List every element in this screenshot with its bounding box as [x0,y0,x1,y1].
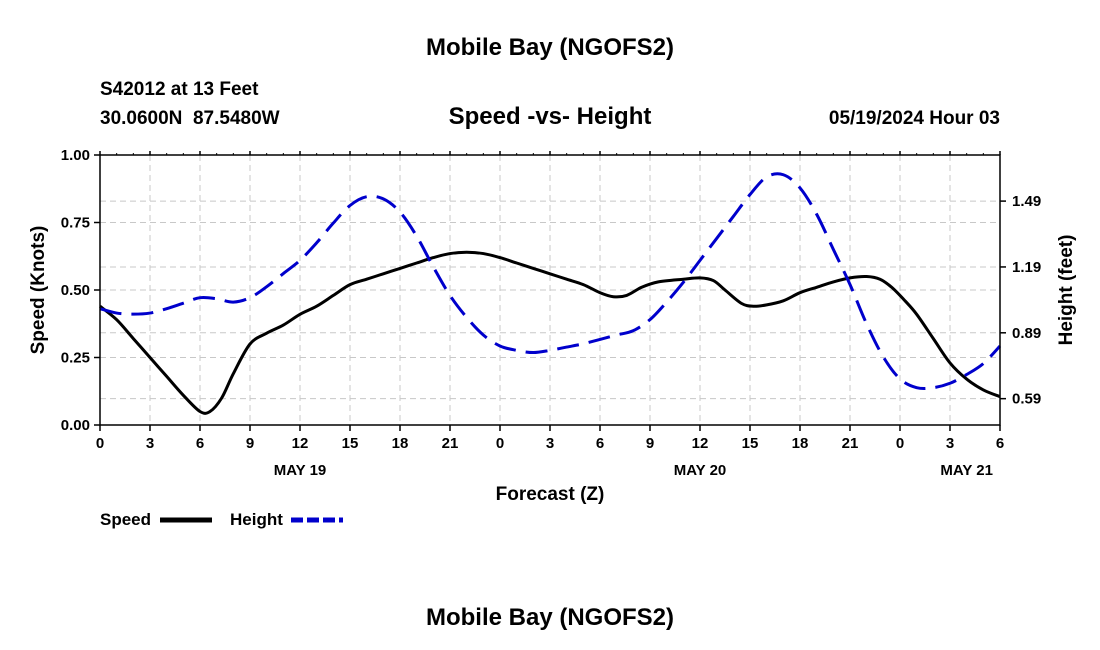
series-line-speed [99,250,1001,415]
x-tick-label: 12 [292,435,309,452]
y-right-tick-label: 0.89 [1012,325,1041,342]
series-line-height [99,172,1002,391]
y-left-tick-label: 0.00 [61,417,90,434]
x-tick-label: 21 [842,435,859,452]
x-tick-label: 0 [96,435,104,452]
x-tick-label: 12 [692,435,709,452]
x-tick-label: 9 [646,435,654,452]
y-axis-left-label: Speed (Knots) [28,226,49,355]
y-right-tick-label: 1.19 [1012,259,1041,276]
date-label: MAY 19 [274,462,327,479]
x-tick-label: 6 [196,435,204,452]
x-tick-label: 3 [146,435,154,452]
x-tick-label: 15 [742,435,759,452]
x-tick-label: 21 [442,435,459,452]
y-left-tick-label: 1.00 [61,147,90,164]
legend: Speed Height [100,510,343,529]
series-layer [99,172,1002,415]
x-tick-label: 3 [546,435,554,452]
x-tick-label: 6 [996,435,1004,452]
legend-speed-label: Speed [100,510,151,529]
footer-title: Mobile Bay (NGOFS2) [426,604,674,631]
grid-lines [100,155,1000,425]
coordinates-label: 30.0600N 87.5480W [100,108,280,129]
x-tick-label: 18 [792,435,809,452]
y-left-tick-label: 0.25 [61,350,90,367]
axes: 0 3 6 9 12 15 18 21 0 3 6 9 12 15 18 21 0 3 6 MAY 19 MAY 20 M… [61,147,1041,479]
chart-title: Mobile Bay (NGOFS2) [426,34,674,61]
date-label: MAY 20 [674,462,727,479]
y-right-tick-label: 0.59 [1012,391,1041,408]
x-tick-label: 15 [342,435,359,452]
y-right-tick-label: 1.49 [1012,193,1041,210]
x-tick-label: 0 [896,435,904,452]
x-axis-label: Forecast (Z) [496,484,605,505]
x-tick-label: 18 [392,435,409,452]
chart-subtitle: Speed -vs- Height [449,103,652,130]
x-tick-label: 6 [596,435,604,452]
station-label: S42012 at 13 Feet [100,79,259,100]
y-left-tick-label: 0.50 [61,282,90,299]
y-axis-right-label: Height (feet) [1056,235,1077,346]
forecast-datetime: 05/19/2024 Hour 03 [829,108,1000,129]
legend-height-label: Height [230,510,283,529]
x-tick-label: 0 [496,435,504,452]
x-tick-label: 3 [946,435,954,452]
date-label: MAY 21 [940,462,993,479]
x-tick-label: 9 [246,435,254,452]
y-left-tick-label: 0.75 [61,215,90,232]
